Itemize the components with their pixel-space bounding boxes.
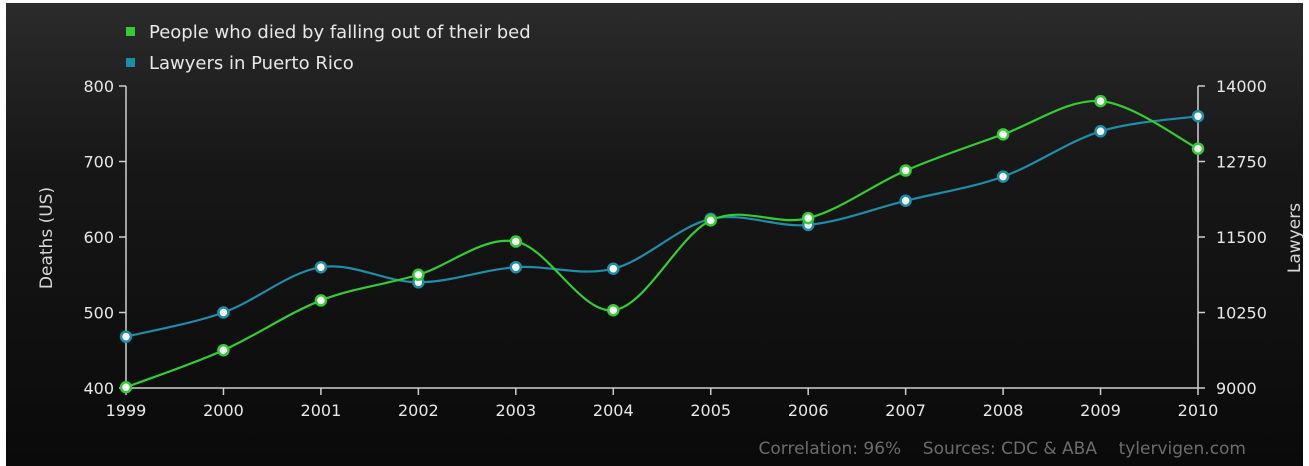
data-point-deaths — [217, 344, 230, 357]
data-point-deaths — [899, 164, 912, 177]
right-tick-label: 14000 — [1216, 77, 1267, 96]
data-point-deaths — [801, 211, 815, 225]
legend-label-lawyers: Lawyers in Puerto Rico — [149, 53, 354, 74]
data-point-deaths — [607, 303, 620, 317]
data-point-lawyers — [119, 330, 133, 343]
x-tick-label: 2008 — [983, 401, 1024, 420]
x-tick-label: 1999 — [106, 401, 147, 420]
right-tick-label: 11500 — [1216, 228, 1267, 247]
left-tick-label: 800 — [83, 77, 114, 96]
data-point-deaths — [119, 380, 133, 394]
data-point-deaths — [996, 128, 1010, 141]
x-tick-label: 2000 — [203, 401, 244, 420]
data-point-deaths — [412, 268, 425, 281]
data-point-deaths — [314, 294, 328, 307]
x-tick-label: 2005 — [690, 401, 731, 420]
series-line-lawyers — [125, 115, 1199, 338]
data-point-deaths — [509, 235, 523, 248]
right-tick-label: 12750 — [1216, 153, 1267, 172]
left-tick-label: 600 — [83, 228, 114, 247]
data-point-lawyers — [607, 262, 620, 275]
left-axis-title: Deaths (US) — [37, 187, 57, 289]
data-point-deaths — [1191, 142, 1205, 155]
x-tick-label: 2003 — [495, 401, 536, 420]
data-point-deaths — [704, 214, 717, 227]
data-point-lawyers — [509, 260, 523, 274]
data-point-lawyers — [899, 194, 912, 208]
data-point-lawyers — [1191, 109, 1205, 123]
data-point-lawyers — [217, 306, 230, 319]
right-tick-label: 9000 — [1216, 379, 1257, 398]
left-tick-label: 400 — [83, 379, 114, 398]
right-axis-title: Lawyers — [1285, 203, 1305, 273]
right-tick-label: 10250 — [1216, 304, 1267, 323]
x-tick-label: 2004 — [593, 401, 634, 420]
series-line-deaths — [125, 99, 1199, 389]
left-tick-label: 700 — [83, 153, 114, 172]
data-point-lawyers — [314, 260, 328, 274]
data-point-deaths — [1094, 94, 1107, 108]
x-tick-label: 2007 — [885, 401, 926, 420]
legend-swatch-deaths — [126, 27, 135, 36]
data-point-lawyers — [1094, 125, 1107, 138]
x-tick-label: 2002 — [398, 401, 439, 420]
x-tick-label: 2010 — [1178, 401, 1219, 420]
legend-swatch-lawyers — [126, 58, 135, 67]
chart-background — [6, 3, 1303, 466]
footer-credits: Correlation: 96% Sources: CDC & ABA tyle… — [759, 439, 1247, 459]
x-tick-label: 2009 — [1080, 401, 1121, 420]
x-tick-label: 2006 — [788, 401, 829, 420]
left-tick-label: 500 — [83, 304, 114, 323]
legend-label-deaths: People who died by falling out of their … — [149, 22, 531, 43]
data-point-lawyers — [996, 170, 1010, 183]
x-tick-label: 2001 — [301, 401, 342, 420]
